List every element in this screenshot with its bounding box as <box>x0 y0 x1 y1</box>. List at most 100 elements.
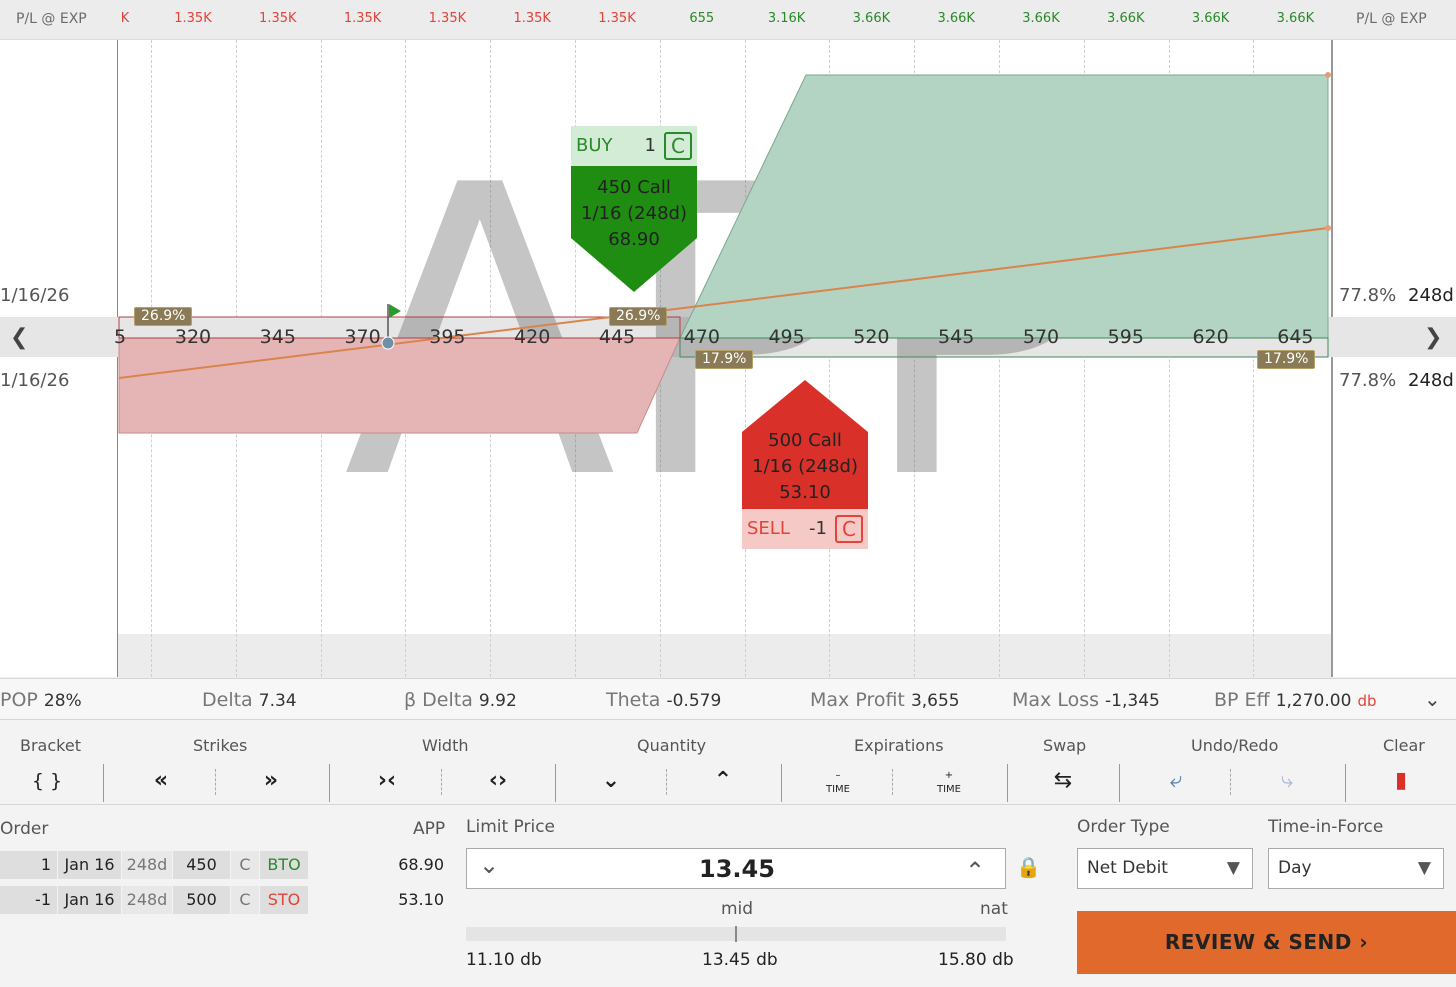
strikes-up-icon[interactable]: » <box>263 768 279 793</box>
range-high: 15.80 db <box>938 950 1014 970</box>
limit-price-value[interactable]: 13.45 <box>699 855 775 883</box>
eraser-icon[interactable]: ▮ <box>1394 768 1408 793</box>
bp-effect-stat: BP Eff 1,270.00 db <box>1214 689 1376 711</box>
chevron-down-icon[interactable]: ⌄ <box>1424 687 1441 711</box>
price-range-marker[interactable] <box>735 926 737 942</box>
nat-label: nat <box>980 899 1008 919</box>
price-decrement-icon[interactable]: ⌄ <box>479 851 500 879</box>
pl-value: 3.16K <box>767 11 806 26</box>
bp-effect-unit: db <box>1357 692 1377 710</box>
buy-card-body <box>571 166 697 292</box>
leg-type[interactable]: C <box>231 851 259 879</box>
sell-leg-expiry: 1/16 (248d) <box>752 456 858 477</box>
bracket-button[interactable]: { } <box>31 770 63 792</box>
strike-label[interactable]: 645 <box>1277 326 1314 348</box>
pl-value: 1.35K <box>259 11 297 26</box>
pl-label-right: P/L @ EXP <box>1356 11 1427 27</box>
bracket-label: Bracket <box>20 736 81 755</box>
buy-card-header: BUY 1 C <box>571 126 697 166</box>
theta-value: -0.579 <box>666 691 722 711</box>
current-price-marker <box>381 336 395 350</box>
toolbar-divider <box>892 769 893 795</box>
range-low: 11.10 db <box>466 950 542 970</box>
leg-exp[interactable]: Jan 16 <box>58 851 121 879</box>
grid-line <box>829 40 831 677</box>
buy-card-text: 450 Call 1/16 (248d) 68.90 <box>571 175 697 253</box>
max-profit-label: Max Profit <box>810 689 905 711</box>
time-plus-button[interactable]: + TIME <box>919 761 979 801</box>
strike-label[interactable]: 570 <box>1022 326 1060 348</box>
leg-app: 68.90 <box>398 855 444 874</box>
beta-delta-value: 9.92 <box>478 691 517 711</box>
buy-leg-card[interactable]: BUY 1 C 450 Call 1/16 (248d) 68.90 <box>571 126 697 294</box>
grid-line <box>999 40 1000 677</box>
strike-label[interactable]: 345 <box>259 326 296 348</box>
sell-leg-card[interactable]: 500 Call 1/16 (248d) 53.10 SELL -1 C <box>742 380 868 549</box>
buy-call-type[interactable]: C <box>664 132 692 160</box>
trade-stats-bar: POP 28% Delta 7.34 β Delta 9.92 Theta -0… <box>0 678 1456 720</box>
tif-select[interactable]: Day ▼ <box>1268 848 1444 889</box>
redo-icon[interactable]: ⤷ <box>1280 768 1294 793</box>
pl-label-left: P/L @ EXP <box>16 11 87 27</box>
pl-value: 1.35K <box>598 11 636 26</box>
limit-price-field[interactable]: ⌄ 13.45 ⌃ <box>466 848 1006 889</box>
order-type-select[interactable]: Net Debit ▼ <box>1077 848 1253 889</box>
strike-label[interactable]: 320 <box>174 326 212 348</box>
beta-delta-stat: β Delta 9.92 <box>404 689 517 711</box>
strike-label[interactable]: 370 <box>344 326 381 348</box>
beta-delta-label: β Delta <box>404 689 473 711</box>
sell-call-type[interactable]: C <box>835 515 863 543</box>
leg-exp[interactable]: Jan 16 <box>58 886 121 914</box>
strike-label[interactable]: 5 <box>113 326 127 348</box>
price-increment-icon[interactable]: ⌃ <box>965 857 986 885</box>
pl-value: 3.66K <box>852 11 891 26</box>
strikes-down-icon[interactable]: « <box>153 768 169 793</box>
strike-label[interactable]: 395 <box>429 326 466 348</box>
leg-action[interactable]: BTO <box>260 851 308 879</box>
order-type-value: Net Debit <box>1087 858 1168 878</box>
strike-label[interactable]: 520 <box>853 326 890 348</box>
strike-label[interactable]: 545 <box>938 326 975 348</box>
strike-label[interactable]: 495 <box>768 326 805 348</box>
toolbar-separator <box>329 764 330 802</box>
leg-type[interactable]: C <box>231 886 259 914</box>
time-minus-button[interactable]: – TIME <box>808 761 868 801</box>
chevron-down-icon: ▼ <box>1417 858 1431 878</box>
sell-leg-price: 53.10 <box>779 482 831 503</box>
chevron-left-icon[interactable]: ❮ <box>10 325 29 350</box>
width-narrow-icon[interactable]: ›‹ <box>377 768 397 793</box>
chevron-right-icon[interactable]: ❯ <box>1424 325 1443 350</box>
undo-redo-label: Undo/Redo <box>1191 736 1279 755</box>
strike-label[interactable]: 420 <box>514 326 551 348</box>
strike-label[interactable]: 595 <box>1107 326 1144 348</box>
quantity-up-icon[interactable]: ⌃ <box>713 768 733 793</box>
strike-label[interactable]: 620 <box>1192 326 1229 348</box>
lower-expiration-date: 1/16/26 <box>0 370 70 391</box>
theta-label: Theta <box>606 689 661 711</box>
leg-strike[interactable]: 500 <box>173 886 230 914</box>
leg-qty[interactable]: -1 <box>0 886 57 914</box>
lock-icon[interactable]: 🔒 <box>1016 855 1041 879</box>
review-send-button[interactable]: REVIEW & SEND › <box>1077 911 1456 974</box>
width-widen-icon[interactable]: ‹› <box>488 768 508 793</box>
leg-dte[interactable]: 248d <box>122 851 172 879</box>
max-loss-label: Max Loss <box>1012 689 1099 711</box>
order-type-label: Order Type <box>1077 817 1170 837</box>
upper-prob-pct: 77.8% <box>1339 285 1397 306</box>
toolbar-separator <box>1007 764 1008 802</box>
clear-label: Clear <box>1383 736 1425 755</box>
pl-value: 1.35K <box>428 11 467 26</box>
leg-dte[interactable]: 248d <box>122 886 172 914</box>
undo-icon[interactable]: ⤶ <box>1169 768 1183 793</box>
max-loss-stat: Max Loss -1,345 <box>1012 689 1160 711</box>
swap-icon[interactable]: ⇆ <box>1053 768 1073 793</box>
leg-qty[interactable]: 1 <box>0 851 57 879</box>
pop-label: POP <box>0 689 38 711</box>
leg-strike[interactable]: 450 <box>173 851 230 879</box>
app-label: APP <box>413 819 446 839</box>
quantity-down-icon[interactable]: ⌄ <box>601 768 621 793</box>
leg-action[interactable]: STO <box>260 886 308 914</box>
strike-label[interactable]: 470 <box>683 326 720 348</box>
strike-label[interactable]: 445 <box>598 326 636 348</box>
